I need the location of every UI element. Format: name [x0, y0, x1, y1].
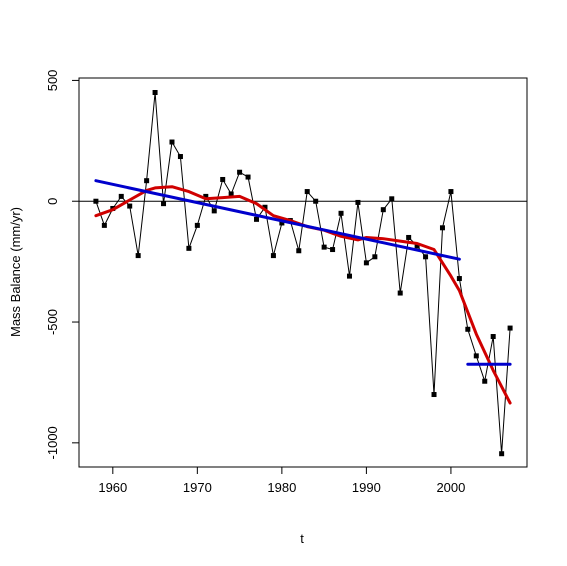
- x-axis-title: t: [300, 531, 304, 546]
- plot-area: [78, 77, 528, 468]
- data-point: [203, 193, 209, 199]
- data-point: [220, 176, 226, 182]
- x-tick-label: 1980: [267, 480, 296, 495]
- data-point: [237, 169, 243, 175]
- data-point: [448, 189, 454, 195]
- data-point: [406, 234, 412, 240]
- y-axis: 500 0 -500 -1000: [45, 70, 79, 459]
- data-point: [262, 204, 268, 210]
- x-tick-label: 1990: [352, 480, 381, 495]
- data-point: [346, 273, 352, 279]
- y-tick-label: -1000: [45, 426, 60, 459]
- data-point: [211, 208, 217, 214]
- data-point: [304, 189, 310, 195]
- data-point: [186, 245, 192, 251]
- data-point: [397, 290, 403, 296]
- data-point: [144, 178, 150, 184]
- data-point: [177, 154, 183, 160]
- data-point: [152, 89, 158, 95]
- x-tick-label: 1960: [98, 480, 127, 495]
- data-point: [296, 248, 302, 254]
- data-point: [499, 451, 505, 457]
- data-point: [279, 220, 285, 226]
- data-point: [194, 222, 200, 228]
- data-point: [270, 253, 276, 259]
- data-point: [321, 244, 327, 250]
- data-point: [414, 243, 420, 249]
- data-point: [161, 201, 167, 207]
- data-point: [338, 210, 344, 216]
- data-point: [439, 225, 445, 231]
- data-point: [254, 216, 260, 222]
- data-point: [330, 247, 336, 253]
- data-point: [431, 392, 437, 398]
- y-tick-label: -500: [45, 309, 60, 335]
- data-point: [228, 191, 234, 197]
- data-point: [473, 353, 479, 359]
- linear-fit-line-2: [94, 179, 461, 261]
- x-tick-label: 2000: [436, 480, 465, 495]
- data-point: [482, 378, 488, 384]
- data-point: [355, 199, 361, 205]
- data-point: [456, 276, 462, 282]
- data-point: [507, 325, 513, 331]
- y-axis-title: Mass Balance (mm/yr): [8, 207, 23, 337]
- y-tick-label: 0: [45, 198, 60, 205]
- data-point: [372, 254, 378, 260]
- data-point: [389, 196, 395, 202]
- data-point: [93, 198, 99, 204]
- plot-frame: [78, 77, 528, 468]
- data-point: [363, 260, 369, 266]
- data-point: [490, 334, 496, 340]
- x-axis: 1960 1970 1980 1990 2000: [98, 467, 465, 495]
- y-tick-label: 500: [45, 70, 60, 92]
- data-point: [380, 207, 386, 213]
- data-point: [127, 203, 133, 209]
- data-point: [465, 326, 471, 332]
- data-point: [245, 174, 251, 180]
- x-tick-label: 1970: [183, 480, 212, 495]
- data-point: [423, 254, 429, 260]
- data-point: [313, 198, 319, 204]
- data-point: [135, 253, 141, 259]
- data-point: [169, 139, 175, 145]
- data-point: [118, 193, 124, 199]
- data-point: [101, 222, 107, 228]
